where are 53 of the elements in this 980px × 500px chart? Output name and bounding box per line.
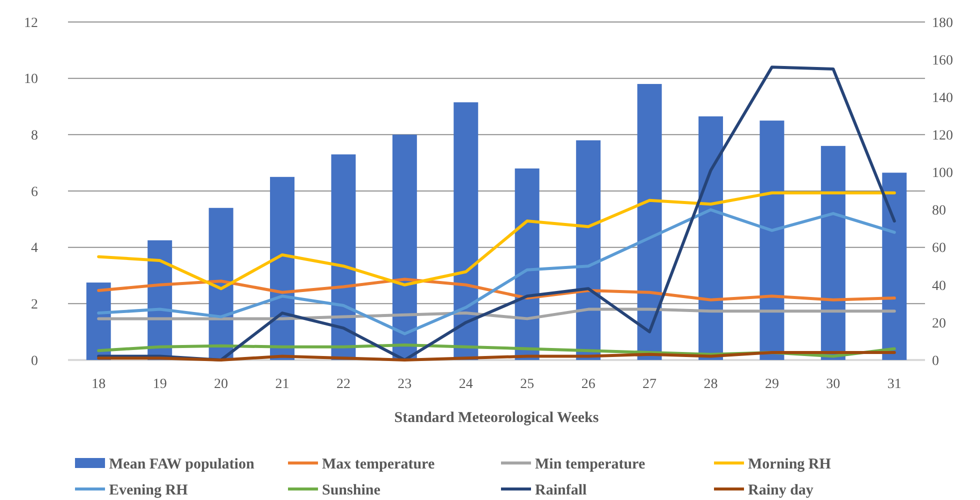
x-tick-label: 18 <box>92 377 106 392</box>
y2-tick-label: 40 <box>932 278 946 294</box>
line-series <box>97 350 896 362</box>
bar <box>698 116 723 360</box>
legend-label: Min temperature <box>535 456 646 472</box>
y-tick-label: 10 <box>24 72 38 88</box>
x-axis-title: Standard Meteorological Weeks <box>394 410 599 426</box>
y-tick-label: 4 <box>31 241 38 256</box>
x-tick-label: 27 <box>642 377 657 392</box>
y-tick-label: 2 <box>31 298 38 313</box>
x-tick-label: 20 <box>214 377 228 392</box>
y2-tick-label: 60 <box>932 241 946 256</box>
x-tick-label: 31 <box>887 377 902 392</box>
line-series <box>97 208 896 336</box>
y2-tick-label: 120 <box>932 128 953 144</box>
y-tick-label: 0 <box>31 354 38 369</box>
x-tick-label: 21 <box>275 377 290 392</box>
bar <box>882 172 907 360</box>
legend-label: Morning RH <box>748 456 832 472</box>
y2-tick-label: 160 <box>932 53 953 68</box>
x-tick-label: 26 <box>581 377 596 392</box>
y-tick-label: 8 <box>31 128 38 144</box>
x-tick-label: 25 <box>520 377 534 392</box>
legend-label: Rainy day <box>748 482 814 498</box>
x-tick-label: 29 <box>764 377 779 392</box>
bar <box>454 102 478 360</box>
legend-label: Mean FAW population <box>109 456 255 472</box>
legend-label: Rainfall <box>535 482 587 498</box>
bar <box>637 84 662 360</box>
legend-label: Max temperature <box>322 456 435 472</box>
legend-label: Sunshine <box>322 482 381 498</box>
line-series <box>97 66 896 362</box>
y2-tick-label: 180 <box>932 16 953 31</box>
y2-tick-label: 0 <box>932 354 939 369</box>
legend-label: Evening RH <box>109 482 188 498</box>
x-tick-label: 30 <box>826 377 840 392</box>
x-tick-label: 28 <box>704 377 718 392</box>
line-series <box>97 278 896 302</box>
y2-tick-label: 80 <box>932 204 946 219</box>
line-series <box>97 308 896 320</box>
bar <box>760 120 784 360</box>
line-series <box>97 191 896 290</box>
y2-tick-label: 100 <box>932 166 953 182</box>
bar <box>392 134 417 360</box>
x-tick-label: 24 <box>458 377 473 392</box>
y2-tick-label: 20 <box>932 316 946 332</box>
y-tick-label: 12 <box>24 16 38 31</box>
bar <box>820 146 846 360</box>
x-tick-label: 22 <box>336 377 350 392</box>
y-tick-label: 6 <box>31 184 38 200</box>
x-tick-label: 19 <box>152 377 167 392</box>
y2-tick-label: 140 <box>932 91 953 106</box>
x-tick-label: 23 <box>398 377 412 392</box>
